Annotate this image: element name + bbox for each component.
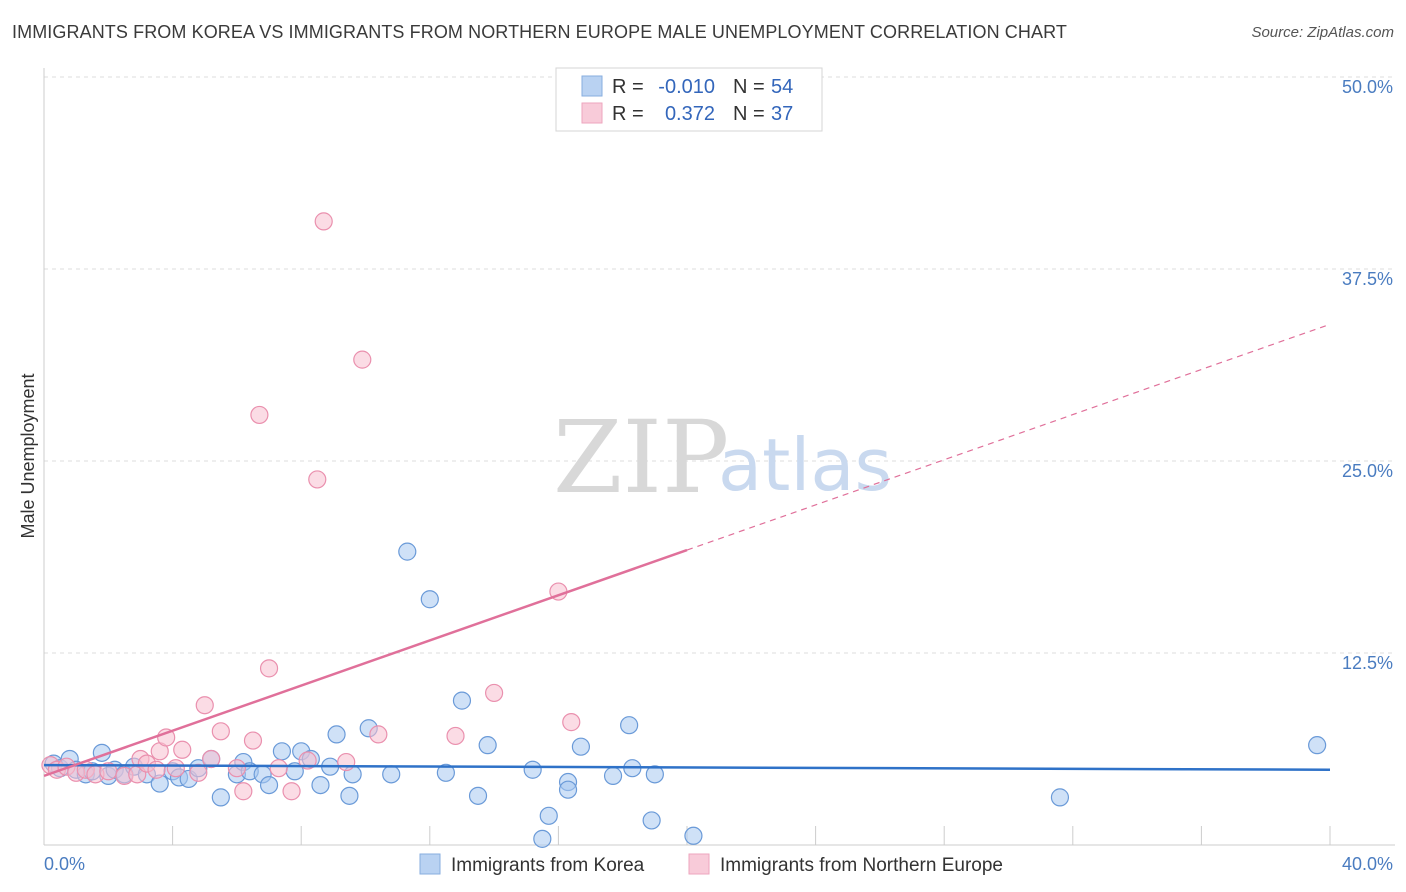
korea-point [468,786,488,805]
y-tick-label: 12.5% [1342,653,1393,673]
korea-point [645,765,664,784]
series-legend: Immigrants from Korea Immigrants from No… [419,853,1003,876]
x-tick-label-max: 40.0% [1342,854,1393,874]
x-axis-ticks [172,826,1331,845]
legend-r-label-northern-europe: R = [612,103,644,125]
legend-swatch-northern-europe [581,102,603,124]
bottom-legend-swatch-northern-europe [688,853,710,875]
legend-n-value-northern-europe: 37 [771,103,793,125]
northern-europe-point [446,726,465,746]
northern-europe-point [202,749,221,769]
korea-point [382,765,401,784]
legend-swatch-korea [581,75,603,97]
northern-europe-point [243,731,263,750]
korea-point [1050,788,1070,807]
watermark-zip: ZIP [553,399,729,516]
legend-r-value-korea: -0.010 [658,76,715,98]
korea-point [436,763,455,782]
korea-point [620,716,639,735]
korea-point [272,742,292,761]
northern-europe-point [189,763,208,782]
korea-point [603,766,623,785]
korea-point [340,786,359,805]
legend-n-value-korea: 54 [771,76,793,98]
korea-point [539,806,558,825]
series-northern-europe-points [41,212,581,801]
northern-europe-point [147,760,166,779]
grid-lines [44,76,1395,654]
northern-europe-trend-extension [686,323,1331,551]
y-axis-label: Male Unemployment [18,373,38,538]
series-korea-points [44,542,1327,848]
legend-r-value-northern-europe: 0.372 [665,103,715,125]
northern-europe-point [485,683,504,703]
korea-trend-line [43,763,1331,771]
korea-point [478,736,497,755]
northern-europe-point [250,405,269,425]
northern-europe-point [234,782,253,801]
watermark-atlas: atlas [718,423,892,507]
korea-point [684,826,703,845]
y-tick-label: 25.0% [1342,461,1393,481]
bottom-legend-swatch-korea [419,853,441,875]
korea-point [420,590,439,609]
bottom-legend-label-northern-europe: Immigrants from Northern Europe [720,855,1003,876]
chart-title: IMMIGRANTS FROM KOREA VS IMMIGRANTS FROM… [12,22,1067,42]
northern-europe-point [562,713,581,732]
korea-point [1308,736,1327,755]
legend-n-label-korea: N = [733,76,765,98]
northern-europe-trend-line [43,548,688,778]
korea-point [523,760,542,779]
legend-n-label-northern-europe: N = [733,103,765,125]
korea-point [259,775,279,795]
source-label: Source: ZipAtlas.com [1251,24,1394,41]
northern-europe-point [173,740,192,759]
korea-point [211,788,230,807]
northern-europe-point [166,759,185,778]
y-tick-label: 37.5% [1342,269,1393,289]
northern-europe-point [227,759,246,778]
korea-point [571,737,591,756]
northern-europe-point [195,696,214,715]
northern-europe-point [259,659,279,678]
y-tick-label: 50.0% [1342,77,1393,97]
northern-europe-point [369,725,388,744]
korea-point [533,829,552,848]
northern-europe-point [269,759,288,778]
korea-point [398,542,417,561]
korea-point [311,775,330,795]
northern-europe-point [282,782,301,801]
northern-europe-point [298,751,317,770]
bottom-legend-label-korea: Immigrants from Korea [451,855,645,876]
legend-r-label-korea: R = [612,76,644,98]
trend-lines [43,323,1331,778]
northern-europe-point [314,212,333,231]
korea-point [642,811,661,830]
y-tick-labels: 12.5% 25.0% 37.5% 50.0% [1342,77,1393,673]
korea-point [452,691,472,710]
northern-europe-point [353,350,372,369]
korea-point [327,725,346,744]
x-tick-label-min: 0.0% [44,854,85,874]
korea-point [558,780,578,799]
northern-europe-point [337,752,356,772]
correlation-legend: R = -0.010 N = 54 R = 0.372 N = 37 [555,67,823,132]
northern-europe-point [308,470,327,489]
northern-europe-point [211,722,230,741]
